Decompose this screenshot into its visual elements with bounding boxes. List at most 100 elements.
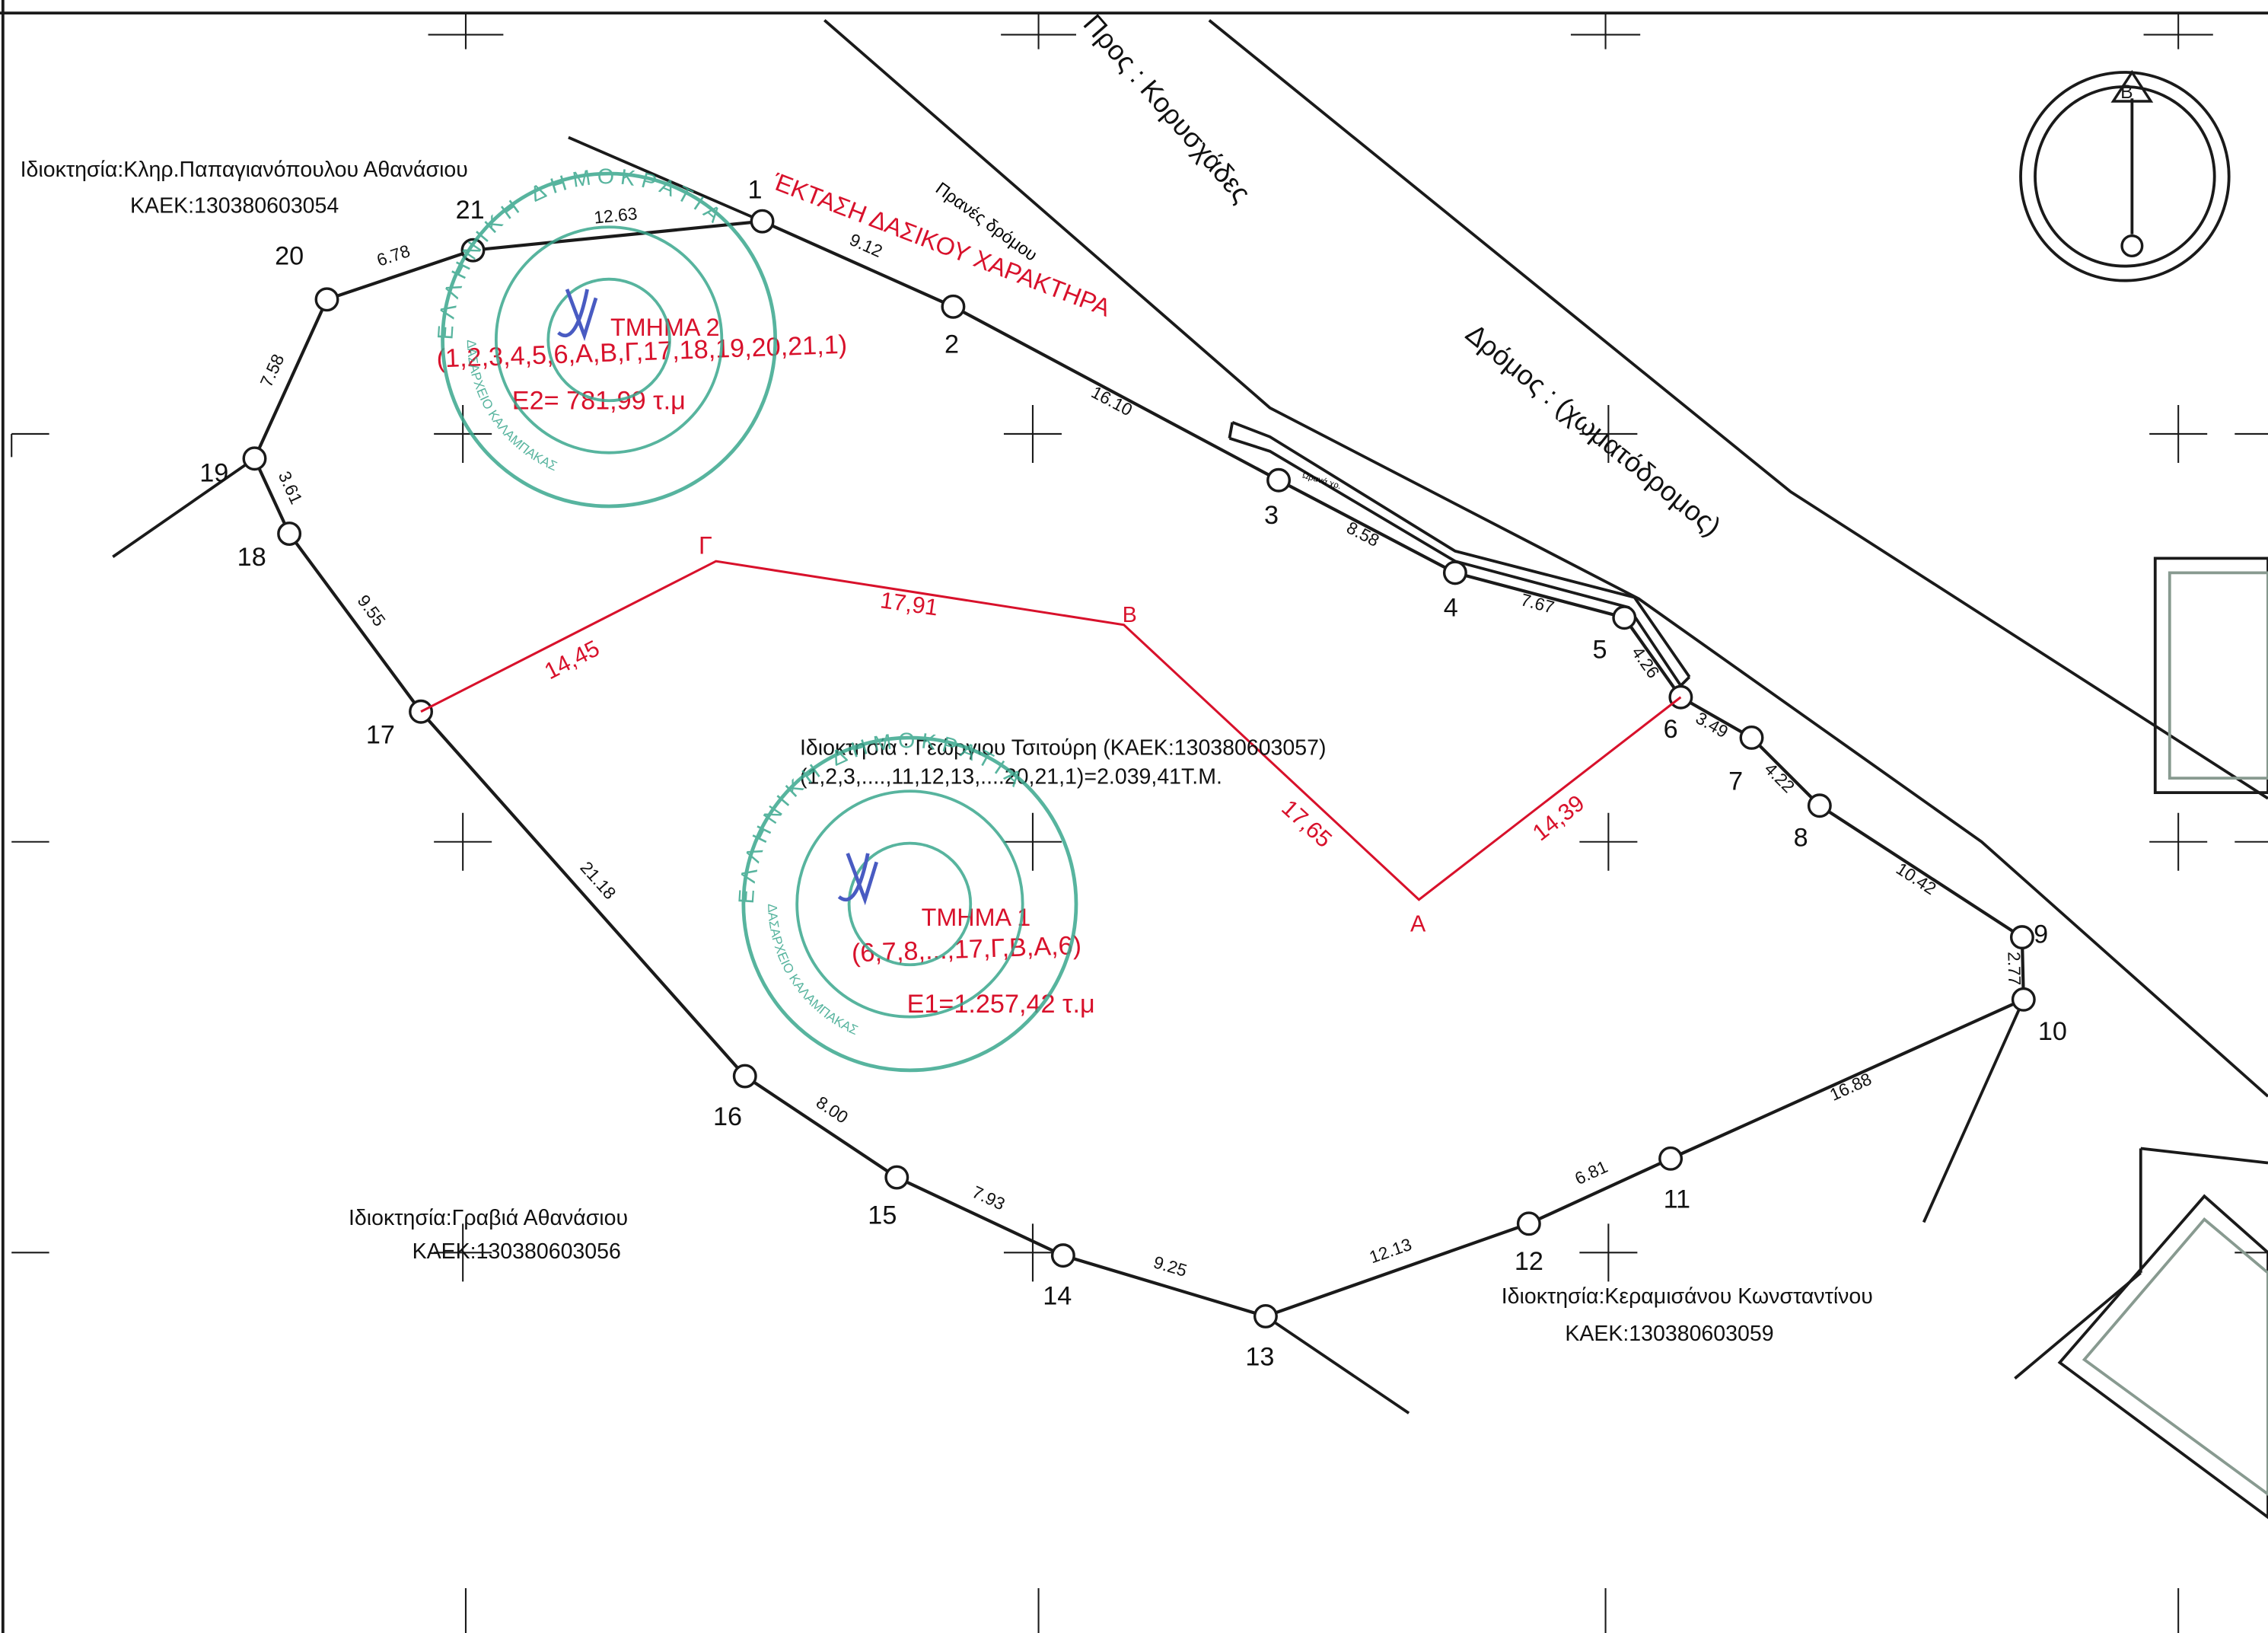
segment-length-15: 8.00 [813, 1092, 852, 1127]
segment-length-2: 16.10 [1088, 382, 1136, 420]
point-label-5: 5 [1592, 635, 1607, 664]
point-label-12: 12 [1515, 1247, 1543, 1276]
segment-length-3: 8.58 [1343, 517, 1382, 550]
division-length-4: 14,39 [1527, 790, 1589, 847]
point-marker-15 [884, 1165, 909, 1190]
building-2-inner [2082, 1217, 2268, 1496]
boundary-extensions [112, 136, 2025, 1415]
division-point-b: Β [1123, 603, 1137, 627]
point-marker-12 [1516, 1211, 1541, 1236]
point-label-13: 13 [1245, 1343, 1274, 1372]
north-arrow: Β [2019, 69, 2231, 282]
segment-length-5: 4.26 [1628, 643, 1664, 681]
point-marker-20 [314, 287, 339, 312]
point-marker-3 [1266, 467, 1292, 493]
segment-length-17: 9.55 [354, 591, 390, 630]
stamp-lower-bottom-text: ΔΑΣΑΡΧΕΙΟ ΚΑΛΑΜΠΑΚΑΣ [765, 904, 860, 1038]
point-label-18: 18 [237, 543, 266, 572]
parcel-boundary [253, 219, 2025, 1319]
owner-southwest-name: Ιδιοκτησία:Γραβιά Αθανάσιου [349, 1206, 628, 1230]
owner-southeast-name: Ιδιοκτησία:Κεραμισάνου Κωνσταντίνου [1502, 1284, 1873, 1309]
point-marker-19 [242, 446, 267, 471]
segment-length-18: 3.61 [275, 468, 307, 507]
point-label-6: 6 [1664, 715, 1678, 744]
segment-length-14: 7.93 [969, 1182, 1008, 1214]
division-line [420, 560, 1682, 901]
hatch-1 [1228, 422, 1234, 439]
division-point-g: Γ [699, 532, 712, 560]
owner-north-kaek: ΚΑΕΚ:130380603054 [130, 193, 339, 218]
part1-name: ΤΜΗΜΑ 1 [922, 904, 1031, 931]
division-point-a: Α [1410, 911, 1426, 937]
point-marker-5 [1612, 605, 1637, 630]
point-label-11: 11 [1664, 1185, 1691, 1214]
point-label-15: 15 [868, 1201, 897, 1230]
point-marker-9 [2009, 925, 2034, 950]
point-label-16: 16 [713, 1102, 742, 1131]
segment-length-19: 7.58 [256, 351, 288, 390]
point-label-2: 2 [944, 330, 959, 359]
road-curb-outer [1231, 421, 1691, 678]
segment-length-21: 12.63 [593, 203, 638, 228]
division-length-3: 17,65 [1276, 795, 1336, 853]
point-marker-2 [941, 294, 966, 319]
point-label-20: 20 [275, 242, 304, 271]
segment-length-12: 12.13 [1367, 1234, 1414, 1267]
segment-length-20: 6.78 [374, 241, 413, 270]
buildings [2014, 557, 2268, 1520]
point-marker-18 [277, 521, 302, 547]
point-label-7: 7 [1728, 767, 1743, 796]
point-label-1: 1 [748, 175, 763, 204]
stamp-lower-ring-text: ΕΛΛΗΝΙΚΗ ΔΗΜΟΚΡΑΤΙΑ [734, 729, 1025, 904]
label-road-dirt: Δρόμος : (χωματόδρομος) [1460, 317, 1727, 542]
hatch-2 [1680, 675, 1691, 687]
point-label-8: 8 [1794, 823, 1808, 852]
road-edge-outer [823, 19, 2268, 1098]
segment-length-10: 16.88 [1827, 1069, 1875, 1105]
segment-length-13: 9.25 [1152, 1252, 1190, 1281]
segment-length-6: 3.49 [1693, 708, 1731, 742]
point-label-21: 21 [456, 196, 485, 225]
point-label-3: 3 [1264, 501, 1279, 530]
building-1-inner [2168, 571, 2268, 780]
owner-main-area: (1,2,3,....,11,12,13,....20,21,1)=2.039,… [800, 765, 1222, 789]
building-2-wall [2140, 1147, 2268, 1165]
segment-length-11: 6.81 [1572, 1156, 1610, 1188]
point-marker-8 [1807, 793, 1832, 818]
point-marker-11 [1658, 1146, 1683, 1171]
point-marker-13 [1253, 1303, 1278, 1328]
segment-length-4: 7.67 [1518, 589, 1556, 617]
segment-length-8: 10.42 [1893, 858, 1940, 898]
point-label-17: 17 [366, 721, 395, 750]
building-1 [2153, 557, 2268, 795]
owner-labels: Ιδιοκτησία:Κληρ.Παπαγιανόπουλου Αθανάσιο… [21, 158, 1873, 1346]
road-edge-north [1208, 19, 2268, 800]
point-label-19: 19 [199, 459, 228, 488]
owner-north-name: Ιδιοκτησία:Κληρ.Παπαγιανόπουλου Αθανάσιο… [21, 158, 468, 182]
point-marker-1 [750, 209, 775, 234]
svg-text:ΕΛΛΗΝΙΚΗ ΔΗΜΟΚΡΑΤΙΑ: ΕΛΛΗΝΙΚΗ ΔΗΜΟΚΡΑΤΙΑ [734, 729, 1030, 904]
owner-southwest-kaek: ΚΑΕΚ:130380603056 [413, 1239, 621, 1264]
point-marker-7 [1739, 725, 1764, 750]
label-road-boundary-note: Ωρανά χρ. [1301, 470, 1343, 491]
point-label-4: 4 [1444, 593, 1458, 622]
point-label-14: 14 [1043, 1282, 1072, 1311]
owner-southeast-kaek: ΚΑΕΚ:130380603059 [1565, 1322, 1773, 1346]
north-arrow-letter: Β [2120, 82, 2133, 103]
point-label-9: 9 [2034, 920, 2048, 949]
division-length-1: 14,45 [540, 635, 604, 684]
part1-points: (6,7,8,...,17,Γ,Β,Α,6) [851, 931, 1081, 968]
division-length-2: 17,91 [879, 587, 940, 620]
building-2 [2057, 1194, 2268, 1520]
point-marker-16 [732, 1064, 757, 1089]
svg-text:ΔΑΣΑΡΧΕΙΟ ΚΑΛΑΜΠΑΚΑΣ: ΔΑΣΑΡΧΕΙΟ ΚΑΛΑΜΠΑΚΑΣ [765, 904, 860, 1038]
point-marker-14 [1050, 1243, 1075, 1268]
coordinate-grid-marks [11, 13, 2268, 1633]
point-label-10: 10 [2038, 1017, 2067, 1046]
segment-length-9: 2.77 [2004, 952, 2024, 986]
point-marker-4 [1442, 560, 1467, 585]
segment-length-7: 4.22 [1761, 759, 1799, 797]
